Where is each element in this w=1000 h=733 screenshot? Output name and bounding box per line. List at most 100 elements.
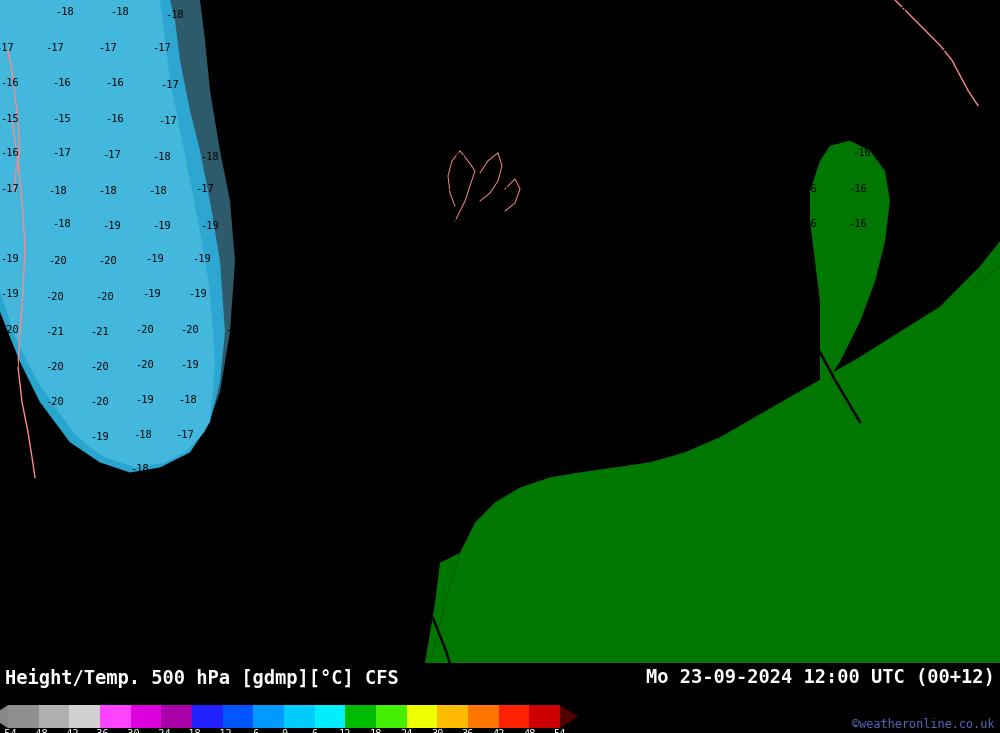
Text: -19: -19 bbox=[201, 221, 219, 231]
Text: -16: -16 bbox=[849, 219, 867, 229]
Text: -18: -18 bbox=[319, 45, 337, 55]
Text: -12: -12 bbox=[213, 729, 232, 733]
Text: -18: -18 bbox=[131, 465, 149, 474]
Text: -20: -20 bbox=[46, 466, 64, 476]
Polygon shape bbox=[430, 266, 1000, 663]
Text: -17: -17 bbox=[166, 498, 184, 509]
Polygon shape bbox=[425, 553, 460, 663]
Text: -16: -16 bbox=[749, 219, 767, 229]
Text: -16: -16 bbox=[831, 114, 849, 124]
Text: -17: -17 bbox=[376, 78, 394, 89]
Text: -19: -19 bbox=[226, 325, 244, 335]
Text: -18: -18 bbox=[49, 186, 67, 196]
Text: -15: -15 bbox=[526, 290, 544, 300]
Text: -15: -15 bbox=[493, 395, 511, 405]
Text: -15: -15 bbox=[345, 430, 363, 441]
Text: 0: 0 bbox=[281, 729, 287, 733]
Text: -54: -54 bbox=[0, 729, 17, 733]
Text: -19: -19 bbox=[236, 290, 254, 300]
Text: 24: 24 bbox=[400, 729, 413, 733]
Text: -18: -18 bbox=[149, 186, 167, 196]
Text: -20: -20 bbox=[46, 292, 64, 301]
Text: -17: -17 bbox=[373, 114, 391, 124]
Text: -15: -15 bbox=[732, 78, 750, 89]
Text: -15: -15 bbox=[734, 254, 752, 265]
Text: -15: -15 bbox=[506, 325, 524, 335]
Text: -18: -18 bbox=[329, 7, 347, 17]
Text: -16: -16 bbox=[684, 254, 702, 265]
Bar bbox=[468, 705, 499, 728]
Text: -18: -18 bbox=[283, 290, 301, 300]
Text: -15: -15 bbox=[1, 114, 19, 124]
Text: -16: -16 bbox=[204, 498, 222, 509]
Text: -15: -15 bbox=[291, 465, 309, 474]
Text: -17: -17 bbox=[689, 7, 707, 17]
Text: 54: 54 bbox=[554, 729, 566, 733]
Text: -18: -18 bbox=[221, 10, 239, 20]
Text: -19: -19 bbox=[153, 221, 171, 231]
Text: -17: -17 bbox=[0, 43, 14, 54]
Text: -16: -16 bbox=[53, 78, 71, 89]
Text: -15: -15 bbox=[745, 325, 763, 335]
Text: -20: -20 bbox=[1, 395, 19, 405]
Text: -20: -20 bbox=[136, 360, 154, 370]
Text: -17: -17 bbox=[373, 43, 391, 54]
Text: -15: -15 bbox=[681, 114, 699, 124]
Text: -17: -17 bbox=[171, 465, 189, 474]
Text: -16: -16 bbox=[733, 43, 751, 54]
Text: -16: -16 bbox=[219, 430, 237, 441]
Text: -17: -17 bbox=[196, 184, 214, 194]
Text: -17: -17 bbox=[161, 81, 179, 90]
Text: -15: -15 bbox=[632, 78, 650, 89]
Text: -16: -16 bbox=[789, 7, 807, 17]
Text: -17: -17 bbox=[933, 78, 951, 89]
Text: -16: -16 bbox=[582, 78, 600, 89]
Bar bbox=[437, 705, 468, 728]
Text: -15: -15 bbox=[722, 290, 740, 300]
Text: -48: -48 bbox=[29, 729, 48, 733]
Text: -16: -16 bbox=[296, 184, 314, 194]
Text: -16: -16 bbox=[673, 290, 691, 300]
Text: -16: -16 bbox=[349, 148, 367, 158]
Text: -16: -16 bbox=[632, 43, 650, 54]
Text: -16: -16 bbox=[269, 395, 287, 405]
Text: -17: -17 bbox=[224, 395, 242, 405]
Text: -20: -20 bbox=[41, 534, 59, 544]
Text: -15: -15 bbox=[598, 219, 616, 229]
Text: -16: -16 bbox=[552, 148, 570, 158]
Polygon shape bbox=[940, 241, 1000, 306]
Text: -19: -19 bbox=[226, 360, 244, 370]
Polygon shape bbox=[560, 705, 578, 728]
Text: -15: -15 bbox=[646, 360, 664, 370]
Text: -20: -20 bbox=[46, 362, 64, 372]
Text: -15: -15 bbox=[648, 184, 666, 194]
Text: -19: -19 bbox=[86, 498, 104, 509]
Text: -19: -19 bbox=[91, 432, 109, 442]
Text: 42: 42 bbox=[492, 729, 505, 733]
Text: -16: -16 bbox=[749, 184, 767, 194]
Text: -16: -16 bbox=[581, 43, 599, 54]
Text: -21: -21 bbox=[91, 327, 109, 336]
Text: -16: -16 bbox=[498, 184, 516, 194]
Text: -17: -17 bbox=[216, 81, 234, 90]
Text: -16: -16 bbox=[396, 184, 414, 194]
Text: -15: -15 bbox=[314, 395, 332, 405]
Text: -17: -17 bbox=[99, 43, 117, 54]
Text: -18: -18 bbox=[211, 45, 229, 55]
Text: -17: -17 bbox=[159, 116, 177, 125]
Text: -15: -15 bbox=[449, 395, 467, 405]
Text: -19: -19 bbox=[1, 254, 19, 265]
Bar bbox=[529, 705, 560, 728]
Text: -16: -16 bbox=[881, 114, 899, 124]
Text: -15: -15 bbox=[784, 254, 802, 265]
Text: -16: -16 bbox=[699, 184, 717, 194]
Text: -16: -16 bbox=[832, 78, 850, 89]
Text: -36: -36 bbox=[91, 729, 109, 733]
Text: -16: -16 bbox=[106, 78, 124, 89]
Text: -18: -18 bbox=[111, 7, 129, 17]
Text: -17: -17 bbox=[299, 148, 317, 158]
Text: -16: -16 bbox=[783, 43, 801, 54]
Text: -17: -17 bbox=[589, 7, 607, 17]
Bar bbox=[131, 705, 161, 728]
Text: 18: 18 bbox=[370, 729, 382, 733]
